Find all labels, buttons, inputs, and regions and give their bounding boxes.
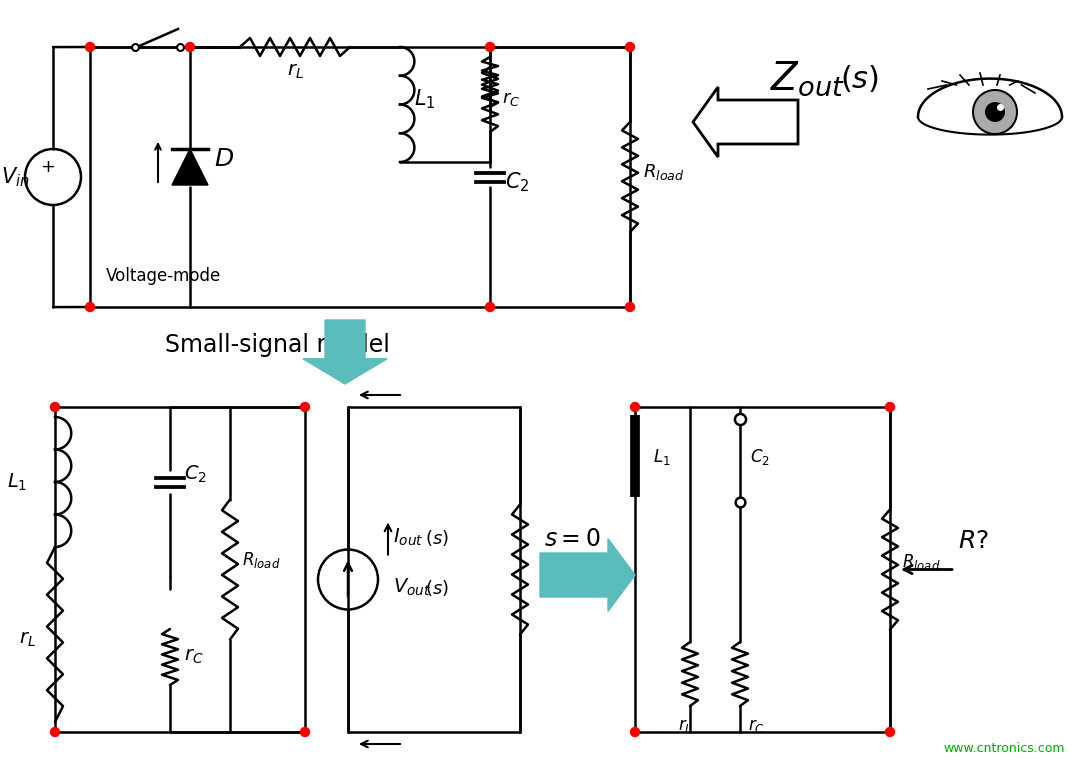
Text: $I_{out}$: $I_{out}$ xyxy=(393,527,423,548)
Circle shape xyxy=(886,403,894,412)
Circle shape xyxy=(974,91,1016,133)
Circle shape xyxy=(886,728,894,736)
Text: $r_C$: $r_C$ xyxy=(184,648,203,667)
Circle shape xyxy=(486,42,495,51)
Circle shape xyxy=(300,728,310,736)
Text: $V_{out}$: $V_{out}$ xyxy=(393,577,431,598)
Text: $L_1$: $L_1$ xyxy=(6,472,27,492)
Text: $C_2$: $C_2$ xyxy=(184,463,207,485)
Text: $r_L$: $r_L$ xyxy=(677,717,692,735)
Circle shape xyxy=(186,42,194,51)
Text: www.cntronics.com: www.cntronics.com xyxy=(944,742,1065,755)
Text: $R_{load}$: $R_{load}$ xyxy=(902,551,941,571)
Polygon shape xyxy=(303,320,387,384)
Text: $D$: $D$ xyxy=(214,147,234,170)
Text: $V_{in}$: $V_{in}$ xyxy=(1,165,29,189)
Text: $(s)$: $(s)$ xyxy=(840,64,879,94)
Circle shape xyxy=(625,42,635,51)
Circle shape xyxy=(985,102,1005,122)
Polygon shape xyxy=(172,149,208,185)
Text: $r_L$: $r_L$ xyxy=(286,63,303,81)
Circle shape xyxy=(625,302,635,311)
Text: Voltage-mode: Voltage-mode xyxy=(106,267,221,285)
Circle shape xyxy=(51,403,59,412)
Text: $R_{load}$: $R_{load}$ xyxy=(643,162,685,182)
Text: +: + xyxy=(41,158,55,176)
Text: $C_2$: $C_2$ xyxy=(750,447,770,467)
Text: $L_1$: $L_1$ xyxy=(414,87,435,111)
Text: Small-signal model: Small-signal model xyxy=(165,333,390,357)
Text: $R_{load}$: $R_{load}$ xyxy=(242,549,281,570)
Text: $r_L$: $r_L$ xyxy=(18,630,36,649)
Circle shape xyxy=(631,403,639,412)
Text: $R?$: $R?$ xyxy=(958,531,989,554)
Text: $r_C$: $r_C$ xyxy=(502,91,521,108)
Circle shape xyxy=(85,302,95,311)
Text: $L_1$: $L_1$ xyxy=(653,447,671,467)
Circle shape xyxy=(486,302,495,311)
Polygon shape xyxy=(693,87,798,157)
Text: $Z_{out}$: $Z_{out}$ xyxy=(770,60,845,98)
Circle shape xyxy=(51,728,59,736)
Polygon shape xyxy=(540,538,635,611)
Circle shape xyxy=(300,403,310,412)
Circle shape xyxy=(631,728,639,736)
Text: $s=0$: $s=0$ xyxy=(543,528,600,551)
Circle shape xyxy=(85,42,95,51)
Text: $(s)$: $(s)$ xyxy=(426,528,449,548)
Text: $C_2$: $C_2$ xyxy=(505,170,529,194)
Text: $r_C$: $r_C$ xyxy=(748,717,765,735)
Text: $(s)$: $(s)$ xyxy=(426,578,449,597)
